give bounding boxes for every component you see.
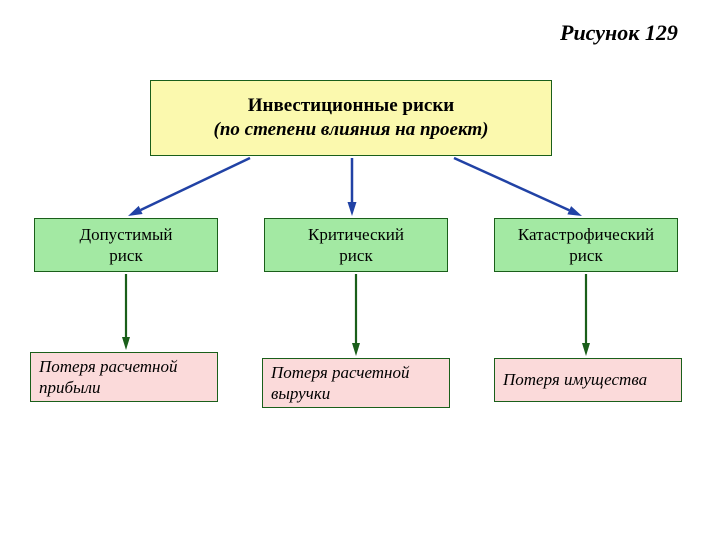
mid-node-critical-risk: Критический риск [264, 218, 448, 272]
mid-node-label: Критический [308, 224, 404, 245]
root-node: Инвестиционные риски (по степени влияния… [150, 80, 552, 156]
leaf-node-label: прибыли [39, 377, 100, 398]
mid-node-label: риск [339, 245, 372, 266]
figure-number-label: Рисунок 129 [560, 20, 678, 46]
leaf-node-label: Потеря имущества [503, 369, 647, 390]
mid-node-label: риск [569, 245, 602, 266]
mid-node-catastrophic-risk: Катастрофический риск [494, 218, 678, 272]
leaf-node-revenue-loss: Потеря расчетной выручки [262, 358, 450, 408]
root-title: Инвестиционные риски [248, 94, 455, 118]
mid-node-label: Катастрофический [518, 224, 654, 245]
mid-node-label: риск [109, 245, 142, 266]
root-subtitle: (по степени влияния на проект) [214, 118, 489, 142]
leaf-node-property-loss: Потеря имущества [494, 358, 682, 402]
leaf-node-label: Потеря расчетной [271, 362, 410, 383]
mid-node-label: Допустимый [79, 224, 172, 245]
leaf-node-label: Потеря расчетной [39, 356, 178, 377]
mid-node-allowable-risk: Допустимый риск [34, 218, 218, 272]
leaf-node-profit-loss: Потеря расчетной прибыли [30, 352, 218, 402]
leaf-node-label: выручки [271, 383, 330, 404]
